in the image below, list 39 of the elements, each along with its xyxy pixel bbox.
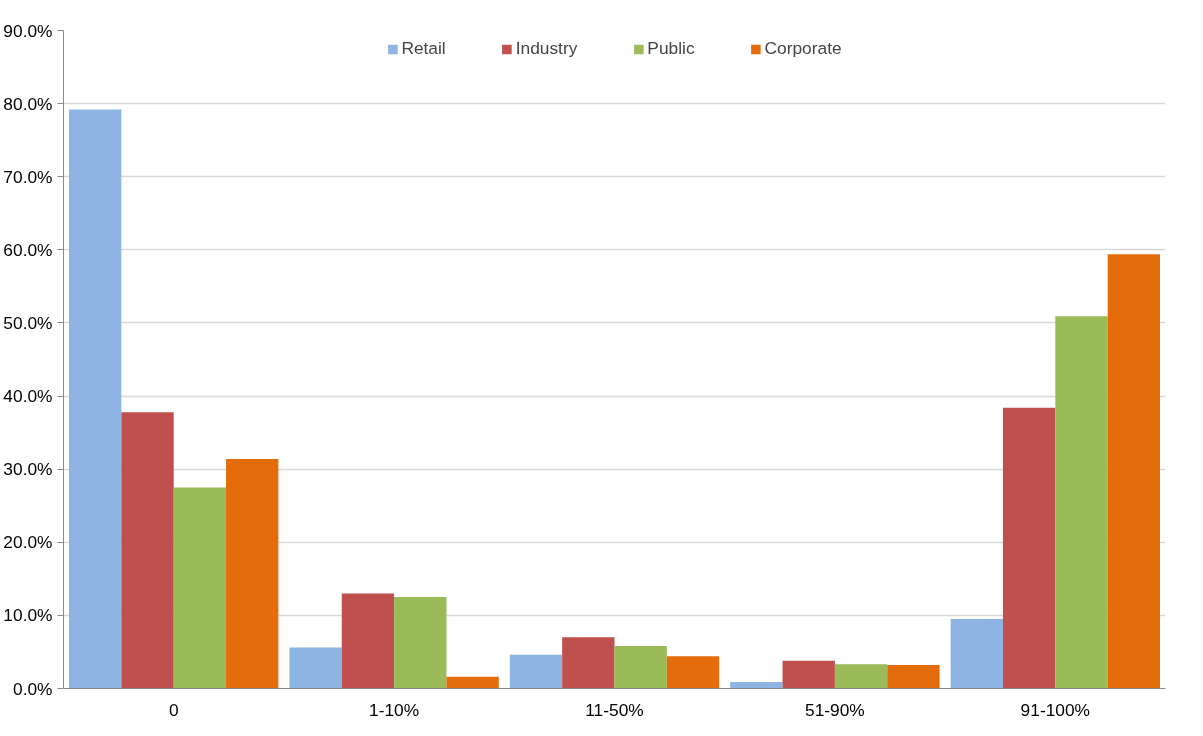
y-tick-label: 40.0% — [3, 386, 53, 407]
y-tick-label: 80.0% — [3, 93, 53, 114]
y-tick-label: 30.0% — [3, 459, 53, 480]
bar — [950, 619, 1003, 689]
bar — [509, 654, 563, 689]
y-tick-label: 20.0% — [3, 532, 53, 553]
bar — [1107, 254, 1160, 689]
legend-label: Corporate — [764, 38, 842, 59]
x-tick-label: 51-90% — [805, 699, 865, 720]
bar — [666, 656, 720, 689]
y-tick-label: 90.0% — [3, 20, 53, 41]
bar — [446, 676, 499, 689]
legend-label: Industry — [515, 38, 578, 59]
x-tick-label: 11-50% — [585, 699, 644, 720]
bar — [69, 109, 122, 689]
bar — [173, 487, 227, 689]
y-tick-label: 10.0% — [3, 605, 53, 626]
bar — [1055, 316, 1108, 689]
y-tick-label: 0.0% — [13, 678, 53, 699]
bar — [394, 597, 447, 689]
bar — [562, 637, 615, 689]
bar — [834, 664, 888, 689]
x-tick-label: 91-100% — [1020, 699, 1090, 720]
bar — [121, 412, 174, 689]
x-tick-label: 0 — [168, 699, 179, 720]
x-tick-label: 1-10% — [369, 699, 420, 720]
legend-label: Retail — [401, 38, 446, 59]
legend-label: Public — [647, 38, 695, 59]
bar — [341, 593, 395, 689]
bar — [226, 458, 279, 689]
bar — [614, 646, 667, 689]
bar — [1002, 407, 1056, 689]
bar — [782, 660, 835, 689]
bar — [730, 681, 783, 689]
bar — [887, 665, 940, 689]
y-tick-label: 50.0% — [3, 312, 53, 333]
bar — [289, 647, 342, 689]
y-tick-label: 70.0% — [3, 166, 53, 187]
y-tick-label: 60.0% — [3, 239, 53, 260]
